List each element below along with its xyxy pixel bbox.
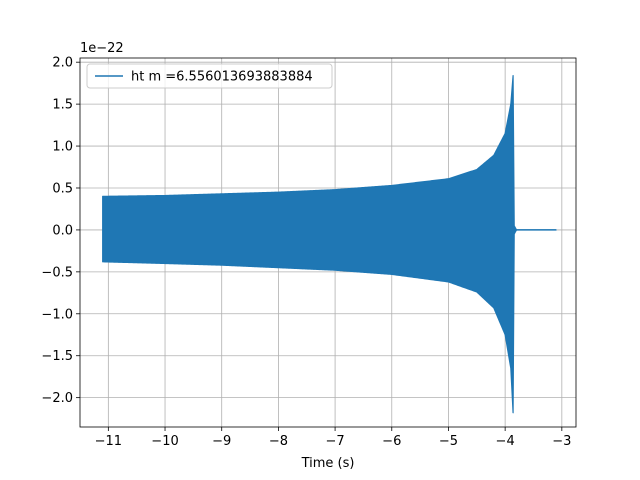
series-waveform — [102, 75, 557, 414]
y-tick-label: −0.5 — [41, 265, 73, 280]
x-tick-label: −6 — [382, 434, 401, 449]
legend: ht m =6.556013693883884 — [86, 63, 333, 89]
x-tick-label: −7 — [325, 434, 344, 449]
legend-box — [86, 63, 333, 89]
x-tick-label: −11 — [95, 434, 122, 449]
legend-entry-label: ht m =6.556013693883884 — [131, 70, 313, 85]
x-tick-label: −3 — [552, 434, 571, 449]
axes-frame — [79, 57, 577, 428]
x-tick-label: −5 — [439, 434, 458, 449]
y-tick-label: 1.0 — [52, 140, 73, 155]
y-tick-label: −2.0 — [41, 391, 73, 406]
ticks: −11 −10 −9 −8 −7 −6 −5 −4 −3 −2.0 −1.5 −1.0 −0.5 0.0 0… — [41, 56, 571, 449]
y-offset-label: 1e−22 — [80, 41, 124, 56]
y-tick-label: 1.5 — [52, 98, 73, 113]
x-axis-label: Time (s) — [301, 456, 355, 471]
y-tick-label: −1.0 — [41, 307, 73, 322]
y-tick-label: 0.0 — [52, 223, 73, 238]
x-tick-label: −10 — [151, 434, 178, 449]
y-tick-label: 0.5 — [52, 181, 73, 196]
plot-area — [102, 75, 557, 414]
x-tick-label: −4 — [496, 434, 515, 449]
x-tick-label: −8 — [269, 434, 288, 449]
y-tick-label: −1.5 — [41, 349, 73, 364]
y-tick-label: 2.0 — [52, 56, 73, 71]
x-tick-label: −9 — [212, 434, 231, 449]
